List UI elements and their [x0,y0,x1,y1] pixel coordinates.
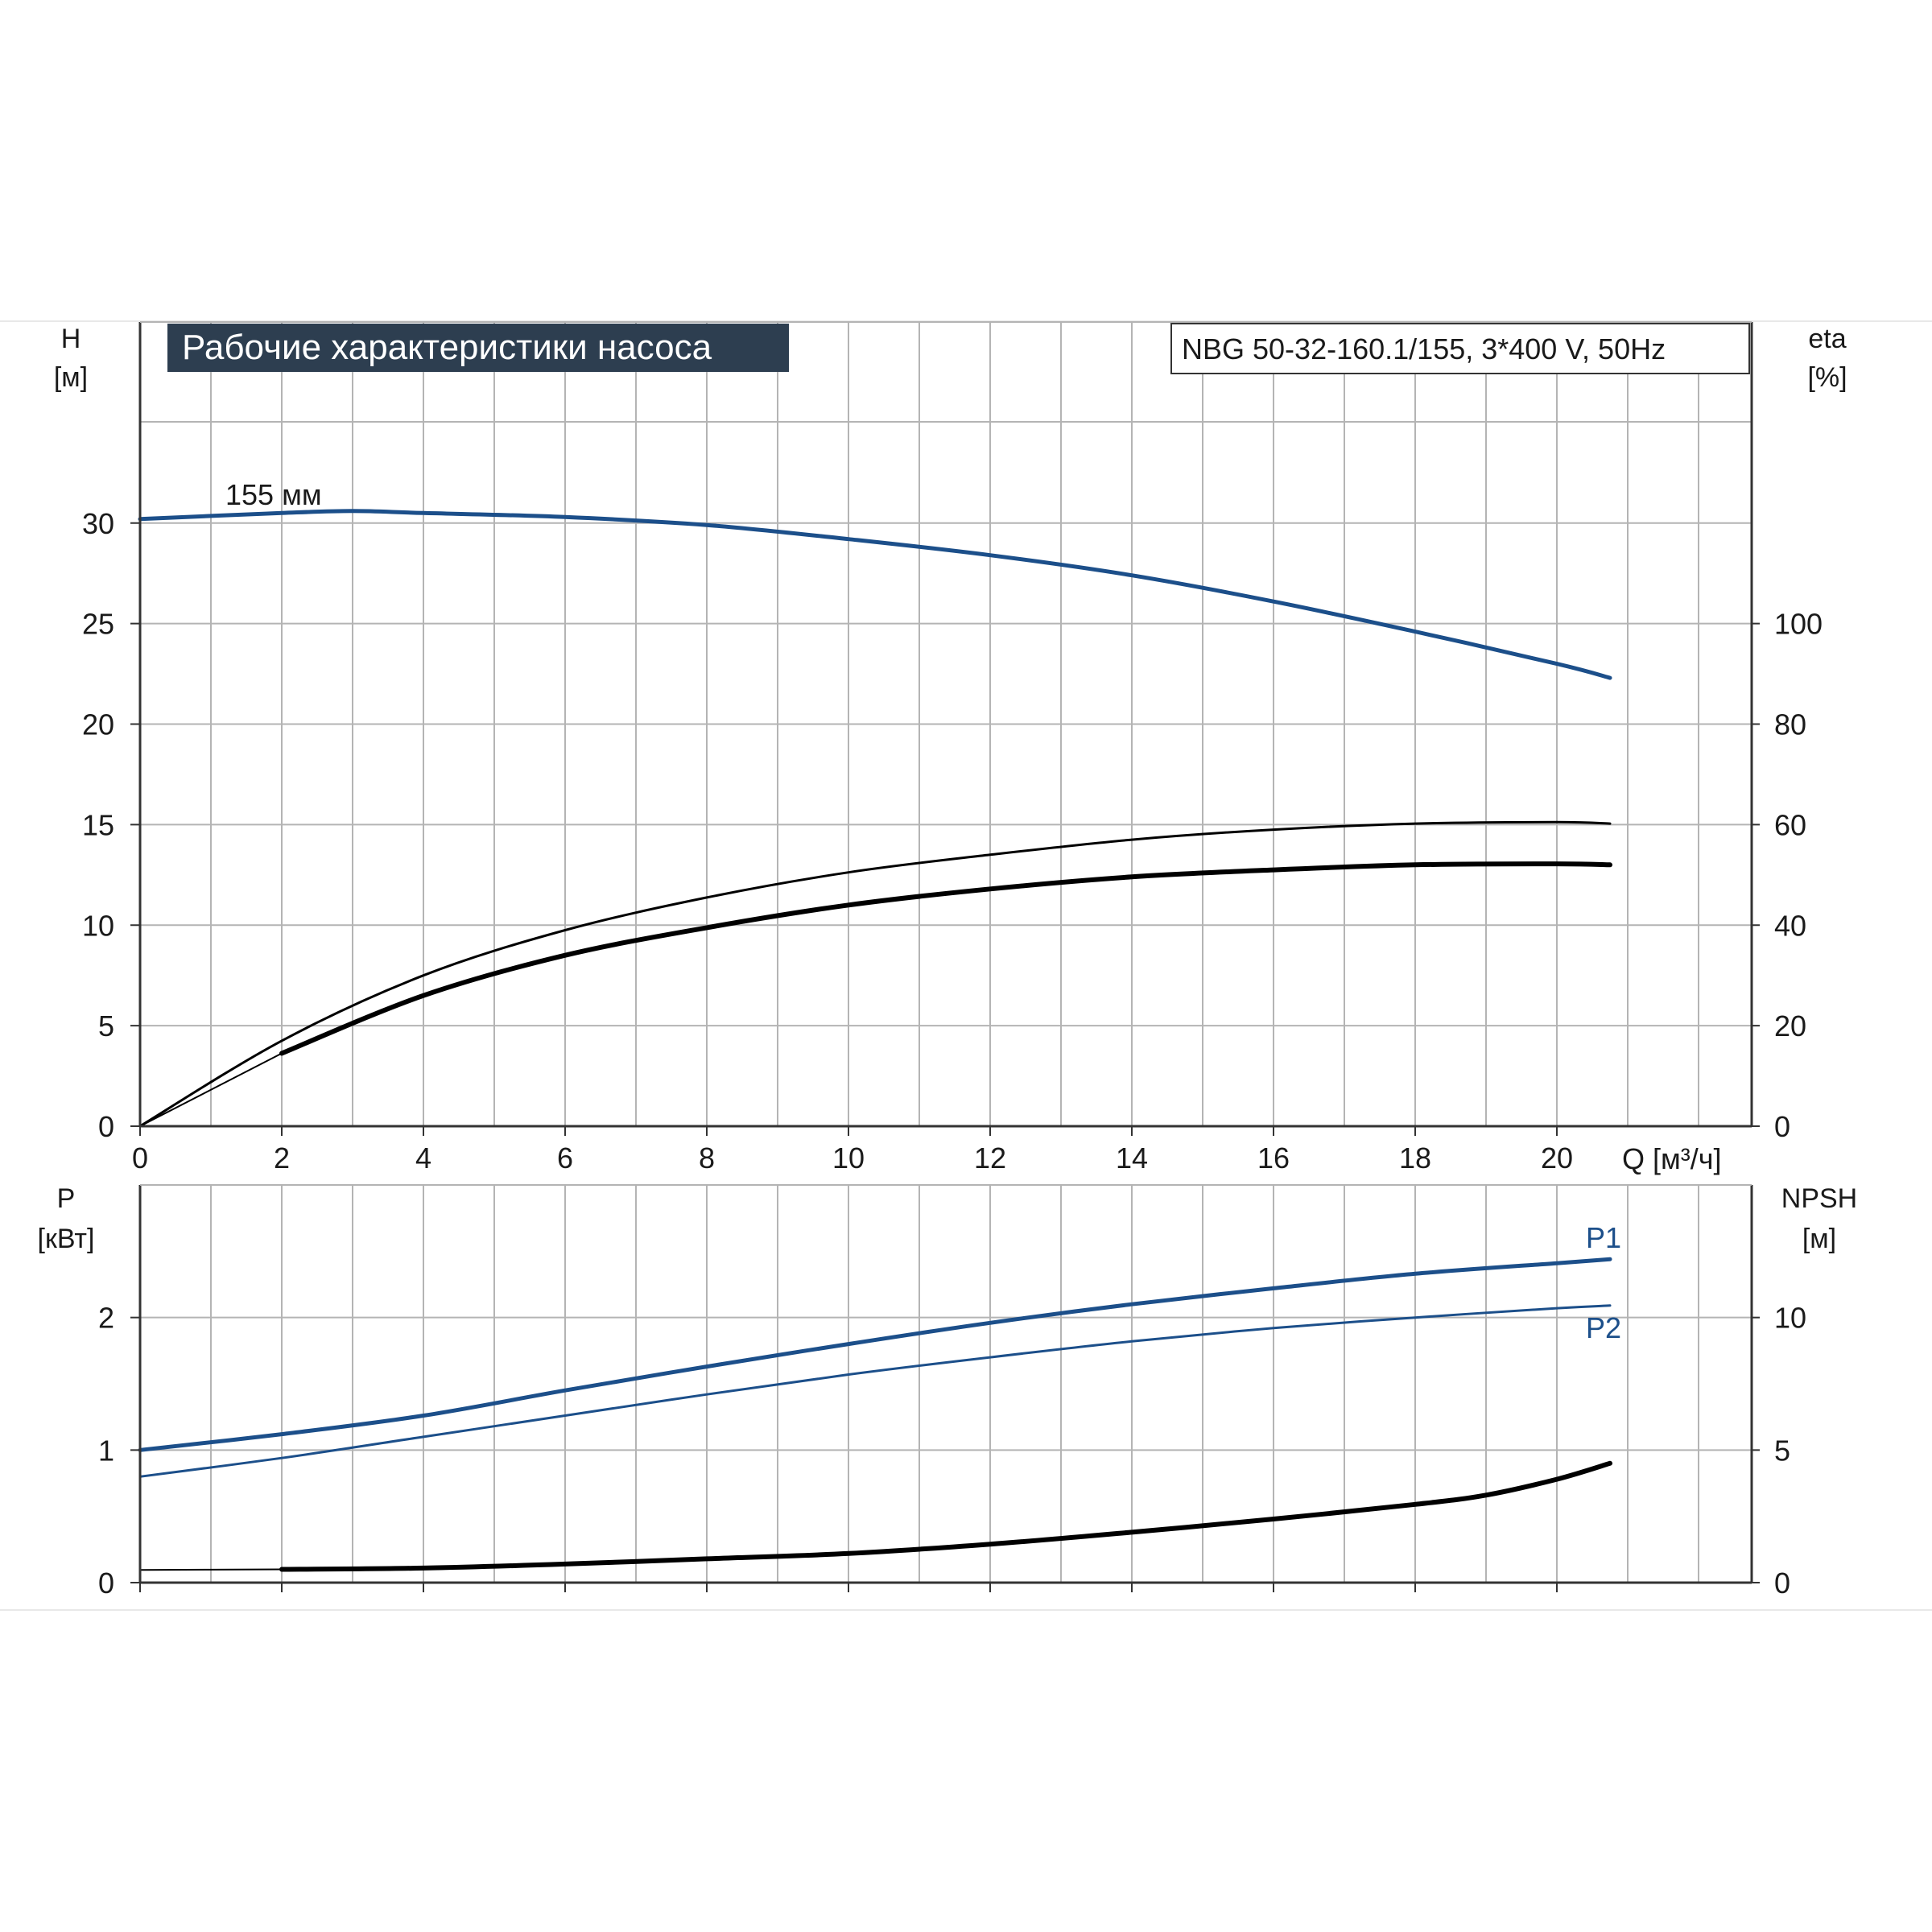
series-line-p1 [138,1257,1612,1452]
y-left-tick-label: 10 [82,909,114,942]
y-right-tick-label: 20 [1774,1009,1806,1042]
y-left-tick-label: 2 [98,1302,114,1335]
x-tick-label: 12 [974,1141,1006,1174]
x-tick-label: 14 [1116,1141,1148,1174]
y-right-tick-label: 60 [1774,808,1806,841]
x-tick-label: 10 [832,1141,865,1174]
npsh-axis-label-unit: [м] [1802,1224,1836,1254]
bottom-panel-grid [140,1185,1752,1583]
series-line-p2 [138,1304,1612,1478]
y-right-tick-label: 80 [1774,708,1806,741]
top-panel-grid [140,322,1752,1126]
title-box [167,324,789,372]
x-axis-label: Q [м³/ч] [1622,1142,1722,1175]
series-label-p1: P1 [1586,1221,1621,1254]
x-tick-label: 20 [1541,1141,1573,1174]
y-left-tick-label: 0 [98,1110,114,1143]
y-right-tick-label: 100 [1774,608,1823,641]
y-right-tick-label: 5 [1774,1434,1790,1467]
y-left-tick-label: 1 [98,1434,114,1467]
x-tick-label: 6 [557,1141,573,1174]
bottom-panel-frame [138,1184,1753,1584]
power-axis-label-unit: [кВт] [38,1224,95,1254]
top-panel-ticks: 0 5 10 15 20 25 30 0 20 40 60 80 100 0 2 4 6 8 10 12 14 16 18 2… [82,507,1823,1174]
x-tick-label: 8 [699,1141,715,1174]
power-axis-label-symbol: P [57,1183,76,1214]
y-left-tick-label: 15 [82,808,114,841]
bottom-panel-series [138,1257,1612,1572]
model-label: NBG 50-32-160.1/155, 3*400 V, 50Hz [1182,332,1666,365]
y-right-tick-label: 10 [1774,1302,1806,1335]
npsh-axis-label-symbol: NPSH [1781,1183,1857,1214]
x-tick-label: 16 [1257,1141,1290,1174]
y-left-tick-label: 0 [98,1567,114,1600]
y-left-tick-label: 20 [82,708,114,741]
series-line-1-2 [279,1460,1612,1572]
series-line-1-3 [139,1568,283,1571]
series-line-0-0 [138,509,1612,680]
x-tick-label: 0 [132,1141,148,1174]
y-left-label-unit: [м] [54,362,88,393]
series-line-0-1 [138,820,1612,1128]
y-left-label-symbol: H [61,324,81,354]
x-tick-label: 18 [1399,1141,1431,1174]
series-label-p2: P2 [1586,1311,1621,1344]
series-line-0-3 [139,1052,283,1127]
y-right-label-symbol: eta [1808,324,1846,354]
y-left-tick-label: 30 [82,507,114,540]
y-left-tick-label: 5 [98,1009,114,1042]
y-right-tick-label: 0 [1774,1110,1790,1143]
bottom-panel-ticks: 0 1 2 0 5 10 [98,1302,1806,1600]
impeller-diameter-label: 155 мм [225,478,322,511]
x-tick-label: 4 [415,1141,431,1174]
y-left-tick-label: 25 [82,608,114,641]
y-right-tick-label: 0 [1774,1567,1790,1600]
y-right-tick-label: 40 [1774,909,1806,942]
top-panel-series [138,509,1612,1128]
series-line-0-2 [279,861,1612,1056]
model-label-box [1170,323,1750,374]
chart-title: Рабочие характеристики насоса [182,328,712,367]
y-right-label-unit: [%] [1807,362,1847,393]
x-tick-label: 2 [274,1141,290,1174]
